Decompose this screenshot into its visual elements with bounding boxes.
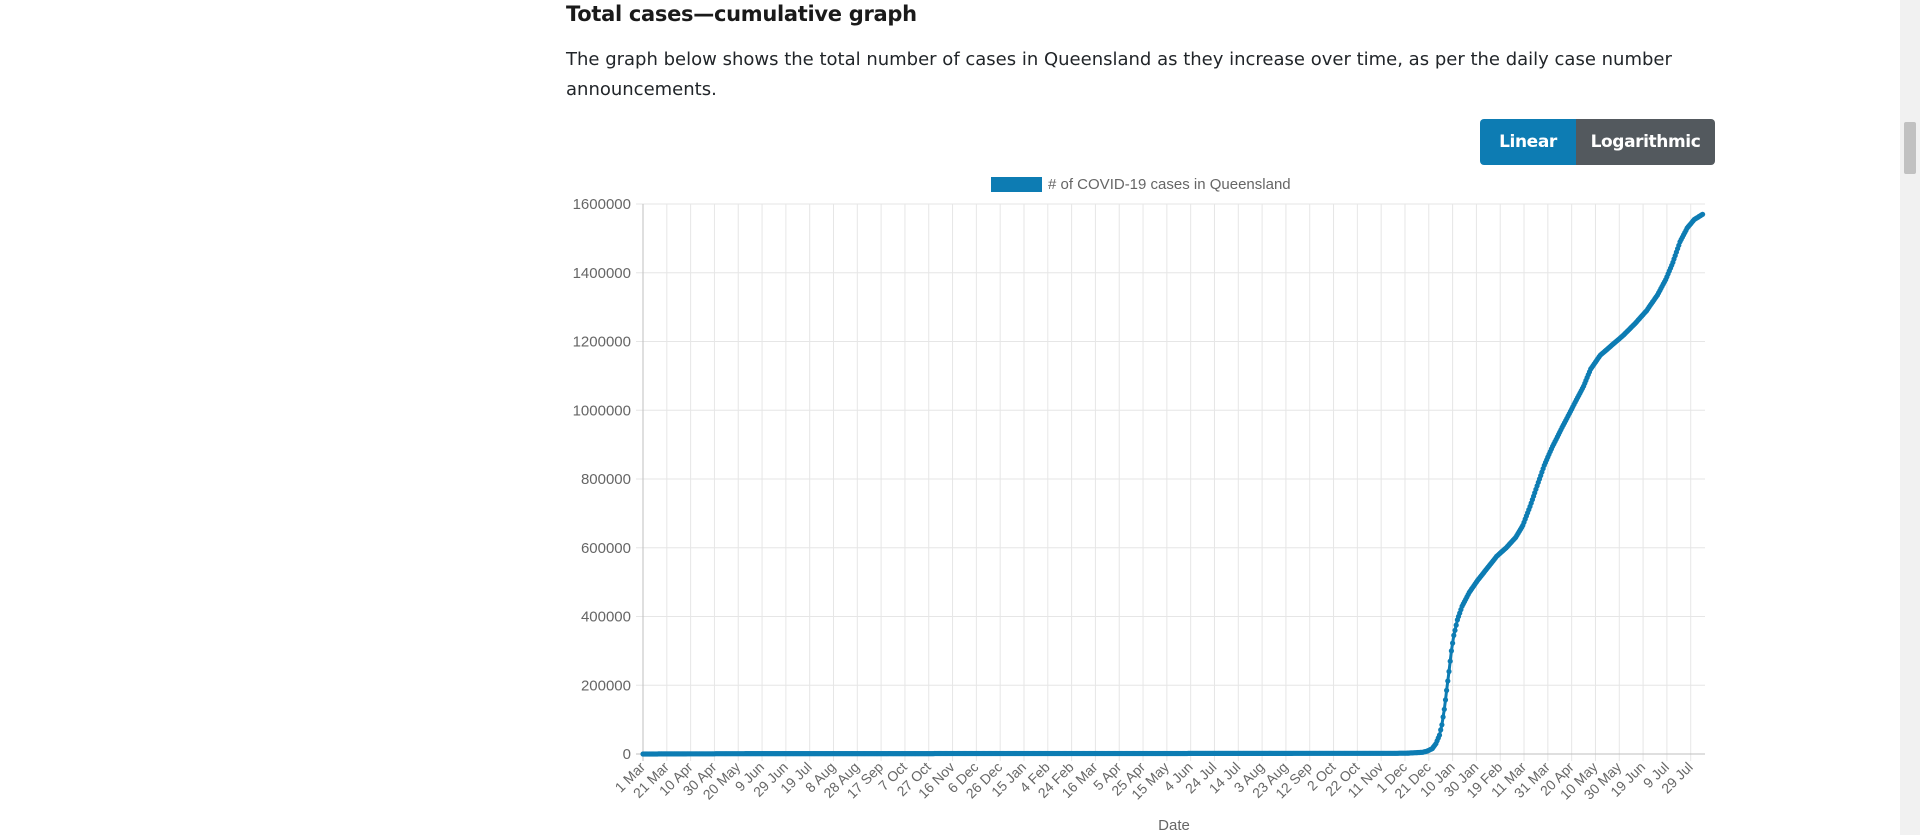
series-cases [640,211,1706,757]
series-line [643,213,1704,756]
y-tick-label: 200000 [581,677,631,694]
y-tick-label: 400000 [581,609,631,626]
data-point[interactable] [1442,697,1449,703]
scale-toggle: Linear Logarithmic [1480,119,1715,165]
intro-paragraph: The graph below shows the total number o… [566,49,1672,100]
data-point[interactable] [1445,678,1451,684]
data-point[interactable] [1700,211,1706,217]
scrollbar-track[interactable] [1900,0,1920,835]
data-point[interactable] [1446,668,1452,675]
data-point[interactable] [1444,687,1450,694]
data-point[interactable] [1453,622,1459,628]
y-axis-ticks: 0 200000 400000 600000 800000 1000000 1200000 1… [573,196,631,763]
legend-label: # of COVID-19 cases in Queensland [1048,176,1291,193]
data-point[interactable] [1440,714,1446,720]
y-tick-label: 600000 [581,540,631,557]
y-tick-label: 1200000 [573,334,631,351]
y-tick-label: 1000000 [573,402,631,419]
chart-grid [636,203,1705,761]
data-point[interactable] [1447,658,1453,664]
linear-scale-button[interactable]: Linear [1480,119,1576,165]
data-point[interactable] [1441,706,1447,712]
cumulative-cases-chart: # of COVID-19 cases in Queensland 0 20000… [573,176,1706,834]
y-tick-label: 800000 [581,471,631,488]
data-point[interactable] [1452,627,1458,633]
legend-swatch [991,177,1042,192]
y-tick-label: 1400000 [573,265,631,282]
data-point[interactable] [1448,648,1454,654]
data-point[interactable] [1438,727,1444,733]
y-tick-label: 0 [623,746,631,763]
x-axis-title: Date [1158,817,1190,834]
logarithmic-scale-button[interactable]: Logarithmic [1576,119,1715,165]
data-point[interactable] [1451,632,1457,638]
y-tick-label: 1600000 [573,196,631,213]
scrollbar-thumb[interactable] [1904,122,1916,174]
data-point[interactable] [1439,722,1445,728]
data-point[interactable] [1436,732,1443,738]
data-point[interactable] [1450,640,1456,646]
page-heading: Total cases—cumulative graph [566,2,917,26]
chart-legend[interactable]: # of COVID-19 cases in Queensland [991,176,1291,193]
